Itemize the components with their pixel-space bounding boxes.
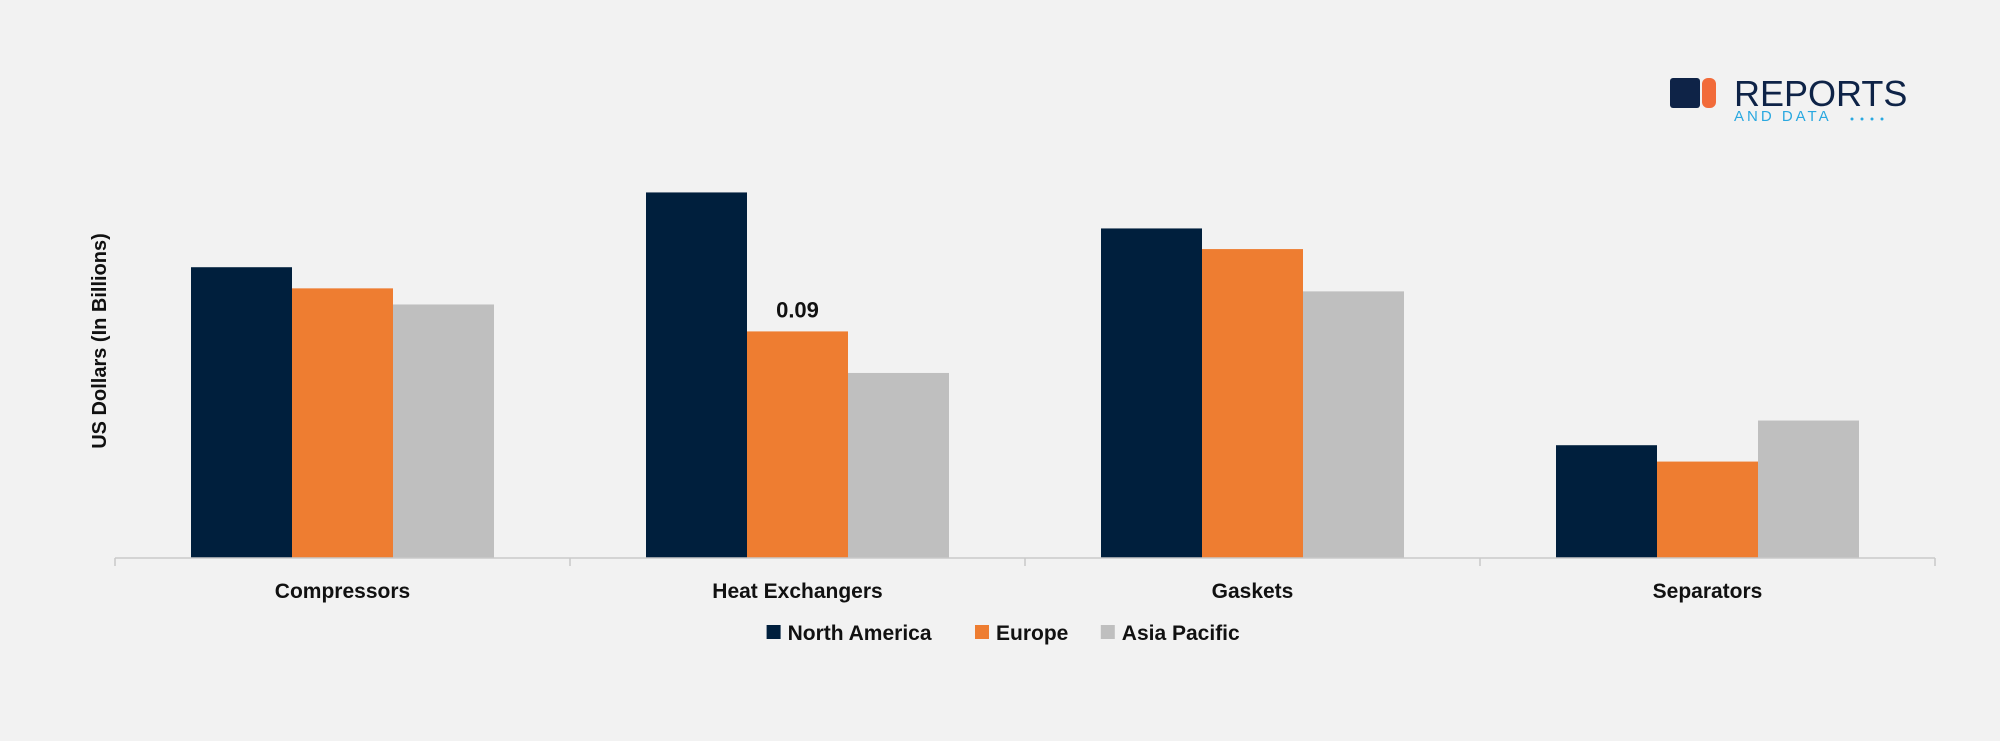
logo-dot — [1850, 117, 1854, 121]
data-labels-group: 0.09 — [776, 297, 819, 322]
logo-dot — [1860, 117, 1864, 121]
bar-compressors-north-america — [191, 267, 292, 558]
logo-dot — [1870, 117, 1874, 121]
bars-group — [191, 192, 1859, 558]
bar-separators-north-america — [1556, 445, 1657, 558]
bar-heat-exchangers-europe — [747, 331, 848, 558]
bar-gaskets-europe — [1202, 249, 1303, 558]
legend-swatch — [1100, 625, 1115, 639]
logo-name: REPORTS — [1734, 73, 1907, 114]
x-tick-label: Gaskets — [1212, 580, 1294, 603]
legend: North America Europe Asia Pacific — [766, 622, 1240, 645]
data-label: 0.09 — [776, 297, 819, 322]
bar-gaskets-asia-pacific — [1303, 291, 1404, 558]
logo-dot — [1880, 117, 1884, 121]
logo-dots — [1850, 117, 1884, 121]
bar-compressors-europe — [292, 288, 393, 558]
legend-item-europe: Europe — [975, 622, 1068, 645]
bar-heat-exchangers-asia-pacific — [848, 372, 949, 558]
logo-tagline: AND DATA — [1734, 108, 1832, 125]
bar-separators-asia-pacific — [1758, 420, 1859, 558]
legend-label: Asia Pacific — [1122, 622, 1240, 645]
bar-separators-europe — [1657, 461, 1758, 558]
legend-swatch — [975, 625, 989, 639]
reports-and-data-logo: REPORTS AND DATA — [1670, 73, 1907, 125]
logo-r-mark — [1670, 78, 1700, 108]
bar-heat-exchangers-north-america — [646, 192, 747, 558]
x-tick-label: Compressors — [275, 580, 410, 603]
bar-gaskets-north-america — [1101, 228, 1202, 558]
x-axis: Compressors Heat Exchangers Gaskets Separat… — [114, 557, 1936, 603]
legend-label: Europe — [996, 622, 1068, 645]
legend-item-north-america: North America — [766, 622, 932, 645]
bar-compressors-asia-pacific — [393, 304, 494, 558]
legend-swatch — [766, 625, 781, 639]
legend-label: North America — [788, 622, 932, 645]
legend-item-asia-pacific: Asia Pacific — [1100, 622, 1240, 645]
x-tick-label: Separators — [1653, 580, 1763, 603]
y-axis-label: US Dollars (In Billions) — [89, 233, 111, 449]
logo-accent-mark — [1702, 78, 1716, 108]
x-tick-label: Heat Exchangers — [712, 580, 882, 603]
